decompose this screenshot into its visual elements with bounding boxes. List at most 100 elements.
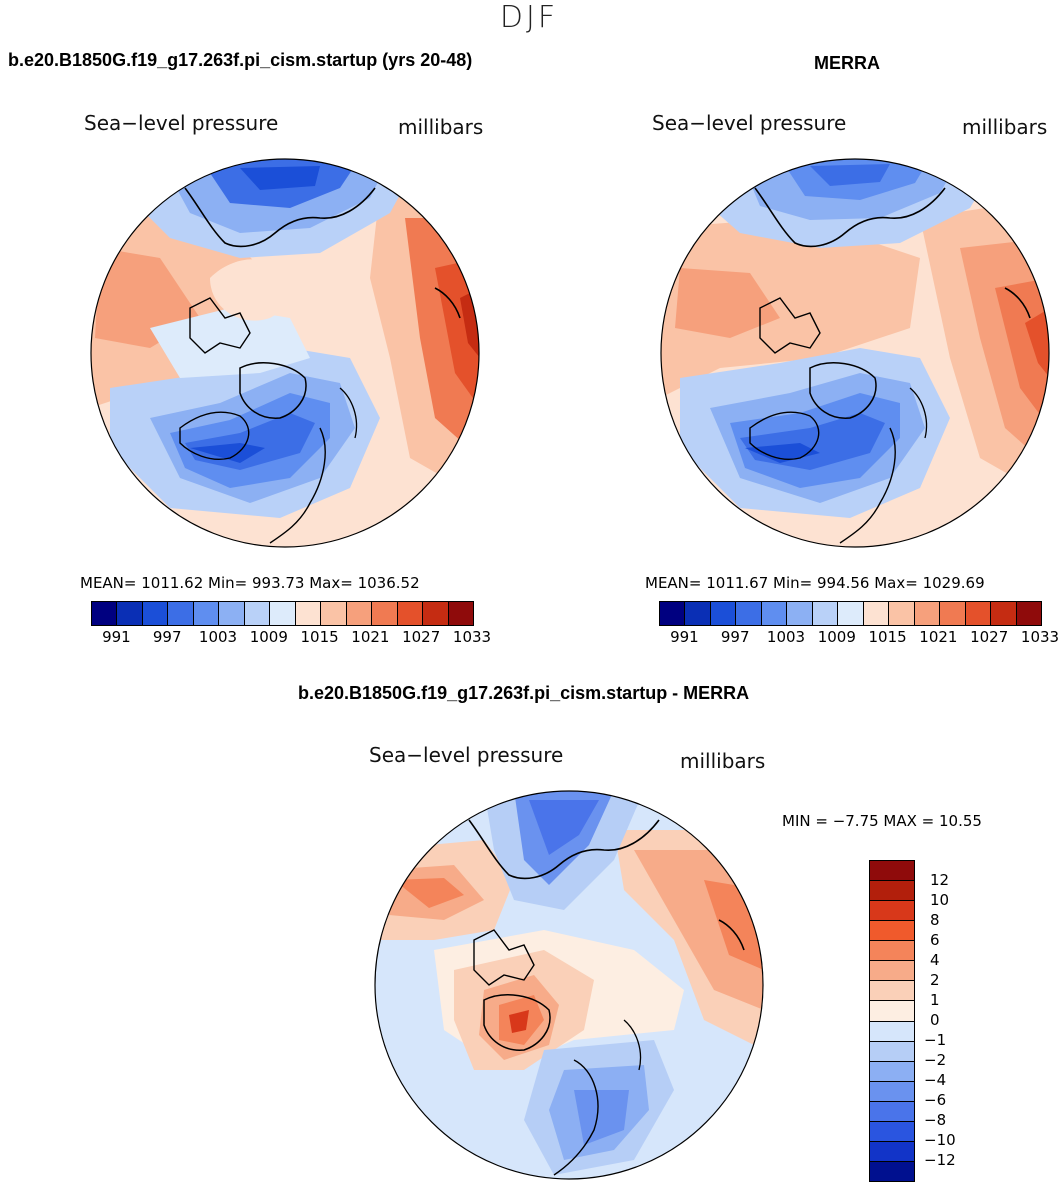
diff-colorbar-swatch [870,881,914,902]
diff-colorbar-tick-label: 6 [930,931,940,949]
diff-colorbar-tick-label: 2 [930,971,940,989]
obs-colorbar-tick-label: 1009 [817,628,856,646]
diff-case-title: b.e20.B1850G.f19_g17.263f.pi_cism.startu… [298,683,750,703]
diff-colorbar-tick-label: −10 [924,1131,956,1149]
obs-colorbar-swatch [991,602,1017,625]
diff-colorbar-swatch [870,1041,914,1062]
obs-colorbar-tick-label: 1015 [868,628,907,646]
obs-colorbar-tick-label: 997 [720,628,750,646]
diff-colorbar-tick-label: −4 [924,1071,947,1089]
obs-colorbar-tick-label: 1003 [766,628,806,646]
diff-colorbar-tick-label: −6 [924,1091,947,1109]
diff-colorbar-swatch [870,981,914,1002]
season-title: DJF [499,0,559,35]
model-colorbar-swatch [423,602,449,625]
model-colorbar-swatch [372,602,398,625]
diff-pressure-field [375,791,763,1179]
model-colorbar-swatch [142,602,169,625]
diff-colorbar-swatch [870,921,914,942]
diff-colorbar-swatch [870,1101,914,1122]
diff-polar-map [374,790,764,1180]
model-units-label: millibars [398,115,484,139]
diff-colorbar-swatch [870,1141,914,1162]
model-colorbar-tick-label: 1009 [249,628,288,646]
model-colorbar-swatch [270,602,296,625]
obs-colorbar-swatch [863,602,890,625]
obs-colorbar-swatch [736,602,762,625]
model-colorbar-tick-label: 1015 [300,628,339,646]
diff-colorbar-swatch [870,1161,914,1181]
obs-colorbar-swatch [940,602,966,625]
obs-colorbar-swatch [660,602,686,625]
model-stats: MEAN= 1011.62 Min= 993.73 Max= 1036.52 [80,574,420,592]
model-colorbar-tick-label: 1003 [198,628,238,646]
obs-polar-map [660,158,1050,548]
diff-units-label: millibars [680,749,766,773]
diff-colorbar-tick-label: 8 [930,911,940,929]
obs-colorbar-tick-label: 1027 [970,628,1009,646]
obs-case-title: MERRA [814,53,880,73]
model-colorbar-tick-label: 997 [152,628,182,646]
diff-colorbar-tick-label: 12 [930,871,950,889]
model-pressure-field [91,159,479,547]
obs-colorbar-swatch [914,602,941,625]
model-colorbar-swatch [168,602,194,625]
model-colorbar-swatch [219,602,245,625]
diff-colorbar-tick-label: 10 [930,891,950,909]
model-colorbar [91,601,474,626]
obs-colorbar-swatch [965,602,992,625]
model-variable-label: Sea−level pressure [84,111,279,135]
obs-colorbar-swatch [1016,602,1042,625]
diff-colorbar-swatch [870,941,914,962]
obs-colorbar-swatch [838,602,864,625]
model-colorbar-tick-label: 1033 [452,628,492,646]
model-colorbar-swatch [193,602,220,625]
diff-colorbar-swatch [870,1021,914,1042]
model-case-title: b.e20.B1850G.f19_g17.263f.pi_cism.startu… [8,50,473,70]
model-colorbar-swatch [295,602,322,625]
model-colorbar-tick-label: 991 [102,628,131,646]
obs-stats: MEAN= 1011.67 Min= 994.56 Max= 1029.69 [645,574,985,592]
model-colorbar-swatch [117,602,143,625]
model-colorbar-swatch [397,602,424,625]
diff-colorbar-tick-label: −12 [924,1151,956,1169]
diff-stats: MIN = −7.75 MAX = 10.55 [782,812,982,830]
obs-colorbar-tick-label: 991 [670,628,699,646]
diff-colorbar [869,860,915,1182]
model-colorbar-swatch [92,602,118,625]
diff-variable-label: Sea−level pressure [369,743,564,767]
model-colorbar-swatch [346,602,373,625]
model-colorbar-swatch [448,602,474,625]
obs-colorbar-swatch [787,602,813,625]
diff-colorbar-labels: 12 10 8 6 4 2 1 0 −1 −2 −4 −6 −8 −10 −12 [924,860,990,1180]
diff-colorbar-tick-label: −1 [924,1031,947,1049]
model-colorbar-swatch [321,602,347,625]
obs-pressure-field [661,159,1049,547]
diff-colorbar-swatch [870,861,914,882]
diff-colorbar-tick-label: 0 [930,1011,940,1029]
diff-colorbar-swatch [870,1081,914,1102]
diff-colorbar-tick-label: −8 [924,1111,947,1129]
diff-colorbar-swatch [870,961,914,982]
obs-colorbar-swatch [710,602,737,625]
obs-colorbar-swatch [889,602,915,625]
diff-colorbar-tick-label: −2 [924,1051,947,1069]
diff-colorbar-swatch [870,901,914,922]
obs-colorbar-swatch [812,602,839,625]
diff-colorbar-tick-label: 1 [930,991,940,1009]
obs-colorbar [659,601,1042,626]
obs-colorbar-swatch [761,602,788,625]
model-colorbar-swatch [244,602,271,625]
model-colorbar-labels: 991 997 1003 1009 1015 1021 1027 1033 [91,628,491,648]
diff-colorbar-swatch [870,1061,914,1082]
model-colorbar-tick-label: 1021 [351,628,390,646]
obs-units-label: millibars [962,115,1048,139]
obs-colorbar-swatch [685,602,711,625]
diff-colorbar-swatch [870,1121,914,1142]
obs-colorbar-labels: 991 997 1003 1009 1015 1021 1027 1033 [659,628,1058,648]
obs-variable-label: Sea−level pressure [652,111,847,135]
diff-colorbar-tick-label: 4 [930,951,940,969]
diff-colorbar-swatch [870,1001,914,1022]
model-colorbar-tick-label: 1027 [402,628,441,646]
obs-colorbar-tick-label: 1033 [1020,628,1058,646]
